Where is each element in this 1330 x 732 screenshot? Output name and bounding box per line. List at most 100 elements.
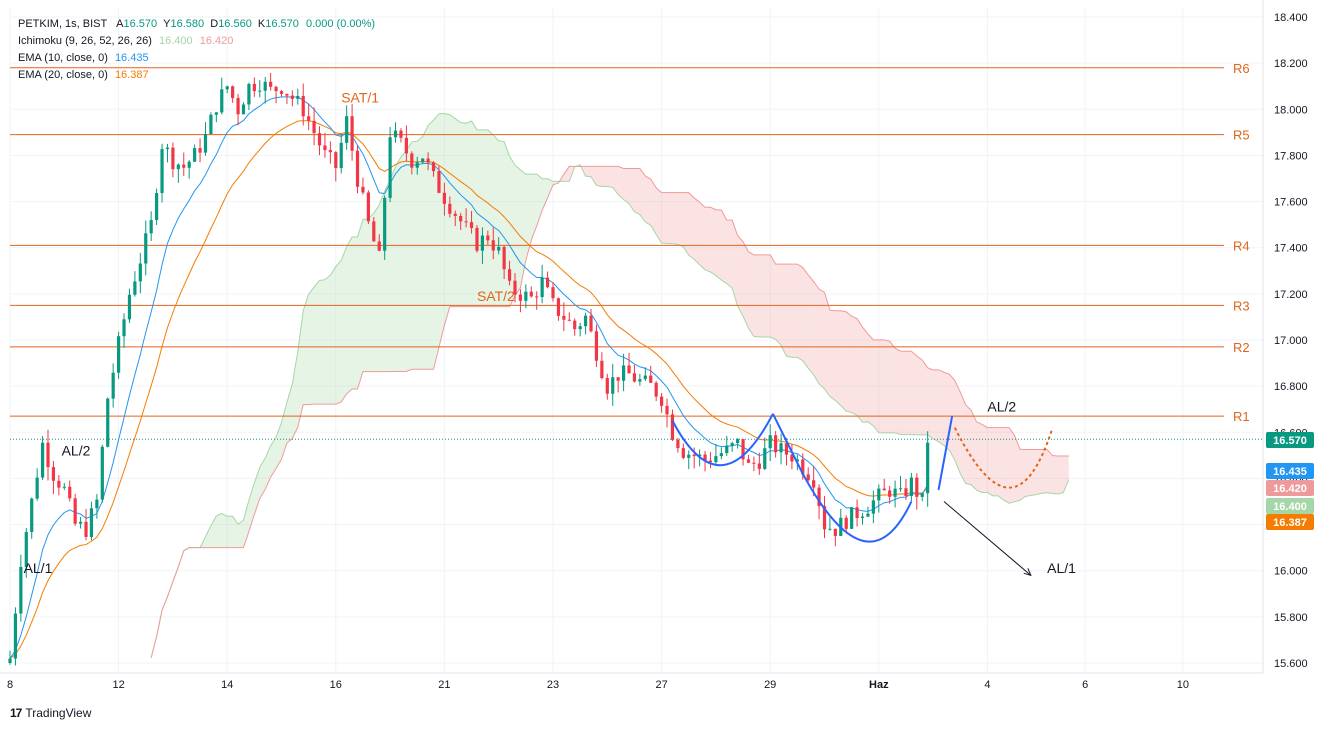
price-tick-label: 18.000 — [1274, 104, 1308, 116]
cloud-segment-bull — [504, 141, 510, 307]
price-tag-box — [1266, 514, 1314, 530]
pattern-breakout — [937, 415, 954, 491]
candle-body — [372, 221, 376, 242]
candle-body — [236, 97, 240, 115]
cloud-segment-bear — [699, 202, 706, 270]
candle-body — [540, 277, 544, 298]
cloud-segment-bull — [525, 174, 532, 261]
cloud-segment-bear — [786, 264, 792, 358]
candle-body — [89, 508, 94, 537]
candle-body — [545, 277, 550, 288]
candle-body — [220, 89, 224, 113]
candle-body — [812, 480, 816, 488]
price-tag-box — [1266, 498, 1314, 514]
candle-body — [893, 488, 897, 497]
cloud-segment-bull — [368, 213, 374, 372]
cloud-segment-bear — [770, 254, 776, 340]
candle-body — [627, 365, 631, 374]
cloud-segment-bear — [938, 369, 944, 446]
candle-body — [904, 488, 908, 496]
candle-body — [464, 221, 468, 223]
candle-body — [301, 96, 305, 117]
cloud-segment-bear — [618, 166, 624, 200]
cloud-segment-bear — [1025, 449, 1031, 497]
candle-body — [144, 233, 148, 264]
price-tag-label: 16.570 — [1273, 435, 1307, 447]
candle-body — [475, 227, 479, 251]
tradingview-logo-icon: 17 — [10, 706, 22, 720]
candle-body — [551, 287, 555, 299]
candle-body — [355, 150, 360, 187]
cloud-segment-bear — [1019, 449, 1026, 501]
cloud-segment-bear — [710, 207, 716, 276]
price-tick-label: 17.200 — [1274, 289, 1308, 301]
candle-body — [317, 133, 322, 146]
cloud-segment-bull — [417, 136, 423, 370]
price-tick-label: 15.800 — [1274, 612, 1308, 624]
cloud-segment-bear — [857, 318, 863, 423]
cloud-segment-bear — [819, 289, 825, 389]
candle-body — [649, 375, 653, 383]
cloud-segment-bull — [428, 120, 434, 370]
candle-body — [437, 171, 441, 193]
cloud-segment-bull — [352, 236, 358, 389]
cloud-segment-bear — [927, 367, 934, 439]
candle-body — [328, 150, 332, 153]
cloud-segment-bull — [324, 275, 331, 405]
candle-body — [719, 453, 723, 457]
cloud-segment-bull — [471, 120, 477, 307]
candle-body — [920, 493, 924, 497]
candle-body — [817, 487, 821, 507]
candle-body — [497, 246, 501, 251]
candle-body — [507, 269, 512, 281]
candle-body — [431, 162, 436, 172]
candle-body — [632, 373, 637, 382]
candle-body — [51, 467, 56, 481]
candle-body — [24, 531, 28, 567]
cloud-segment-bear — [1003, 427, 1010, 504]
time-axis[interactable]: 8 12 14 16 21 23 27 29 Haz 4 6 10 — [0, 672, 1263, 691]
cloud-segment-bear — [764, 254, 771, 338]
candle-body — [779, 443, 783, 453]
resistance-lines: R1 R2 R3 R4 R5 R6 — [10, 61, 1250, 424]
candle-body — [399, 130, 403, 138]
cloud-segment-bull — [341, 246, 347, 402]
price-axis[interactable]: 15.60015.80016.00016.20016.40016.60016.8… — [1262, 0, 1308, 673]
candle-body — [795, 459, 799, 462]
candle-body — [801, 459, 805, 475]
candle-body — [611, 377, 615, 394]
candle-body — [757, 463, 761, 469]
price-tag-label: 16.420 — [1273, 483, 1307, 495]
cloud-segment-bull — [243, 500, 249, 548]
candle-body — [361, 186, 365, 193]
annotation-label: AL/2 — [62, 442, 91, 458]
candle-body — [187, 161, 191, 168]
time-tick-label: Haz — [869, 679, 889, 691]
cloud-segment-bear — [683, 192, 689, 256]
cloud-segment-bull — [335, 260, 342, 405]
cloud-segment-bear — [661, 192, 668, 244]
candle-body — [621, 365, 626, 381]
candle-body — [388, 137, 392, 198]
candle-body — [578, 326, 582, 330]
candle-body — [296, 96, 300, 99]
candle-body — [68, 486, 72, 499]
candle-body — [790, 454, 794, 462]
candle-body — [594, 331, 599, 361]
cloud-segment-bear — [623, 168, 630, 204]
time-tick-label: 21 — [438, 679, 450, 691]
candle-body — [752, 462, 756, 464]
candle-body — [334, 152, 338, 169]
tradingview-brand[interactable]: 17 TradingView — [10, 706, 91, 720]
cloud-segment-bull — [487, 129, 494, 307]
candle-body — [171, 147, 175, 170]
candle-body — [562, 315, 566, 320]
candle-body — [915, 477, 919, 497]
cloud-segment-bull — [254, 467, 260, 515]
cloud-segment-bear — [867, 333, 874, 426]
candle-body — [459, 215, 463, 222]
candle-body — [860, 516, 865, 519]
price-tag-box — [1266, 463, 1314, 479]
cloud-segment-bear — [781, 264, 787, 357]
